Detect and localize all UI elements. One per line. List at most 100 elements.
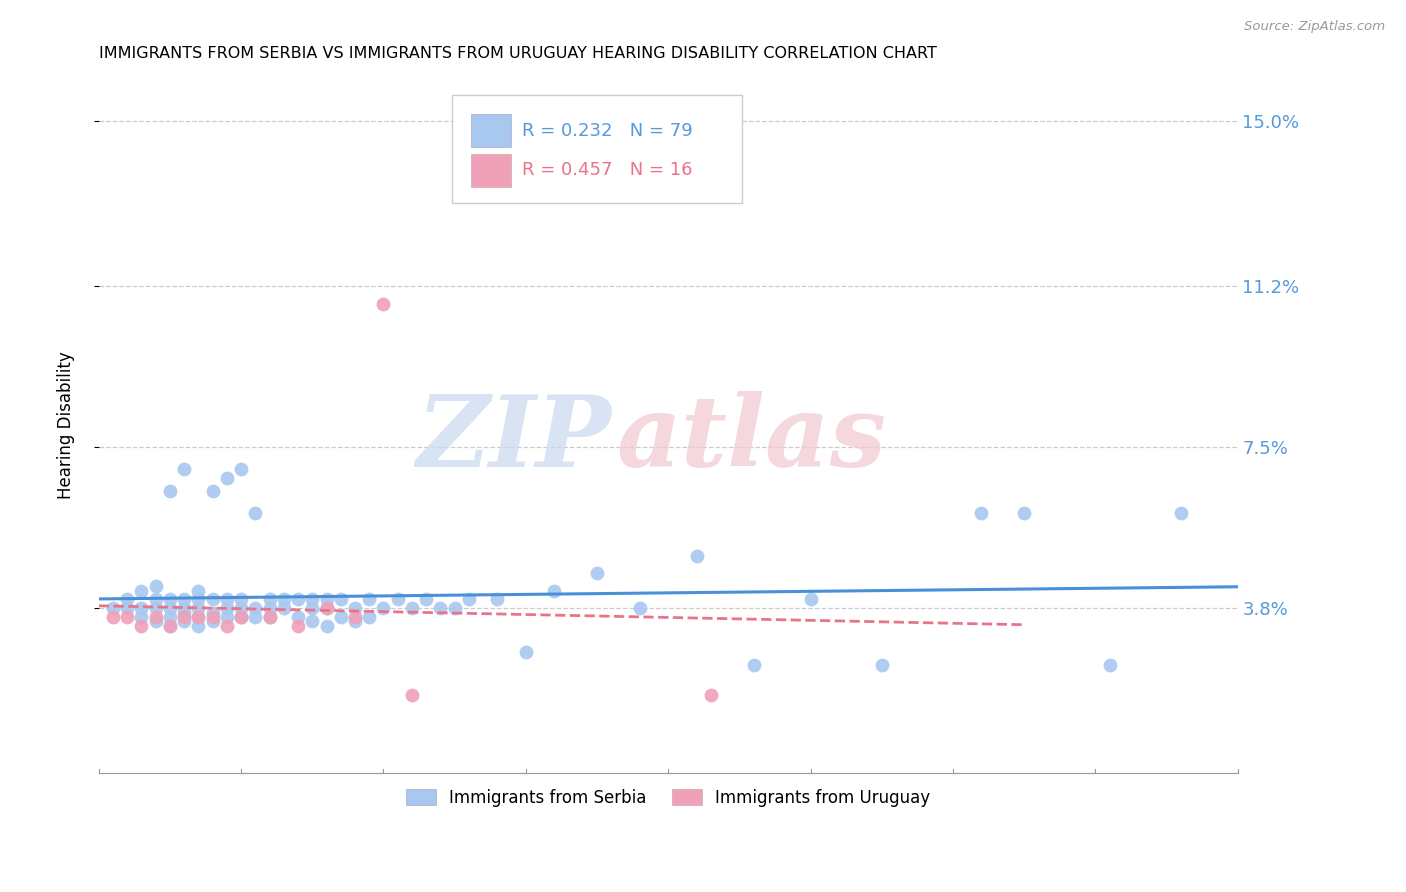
Point <box>301 614 323 628</box>
Point <box>159 610 181 624</box>
Point <box>145 592 167 607</box>
Point <box>359 592 381 607</box>
Point <box>315 618 337 632</box>
Bar <box>471 114 510 147</box>
Point <box>401 601 423 615</box>
Point <box>329 592 352 607</box>
Text: Source: ZipAtlas.com: Source: ZipAtlas.com <box>1244 20 1385 33</box>
Point <box>259 610 281 624</box>
Y-axis label: Hearing Disability: Hearing Disability <box>58 351 75 500</box>
Point <box>344 601 367 615</box>
Point <box>301 592 323 607</box>
Point <box>970 506 993 520</box>
Point <box>259 592 281 607</box>
Point <box>159 483 181 498</box>
Text: ZIP: ZIP <box>416 392 612 488</box>
Point <box>145 579 167 593</box>
Point <box>700 688 723 702</box>
Point <box>187 601 209 615</box>
Point <box>429 601 451 615</box>
Point <box>215 610 238 624</box>
Point <box>173 462 195 476</box>
Point <box>686 549 709 563</box>
Point <box>159 618 181 632</box>
Point <box>187 583 209 598</box>
Point <box>145 614 167 628</box>
Point <box>515 645 537 659</box>
Point <box>1098 657 1121 672</box>
Point <box>259 610 281 624</box>
Point <box>273 592 295 607</box>
Point <box>359 610 381 624</box>
Text: atlas: atlas <box>617 392 887 488</box>
Point <box>215 592 238 607</box>
Point <box>373 601 395 615</box>
Point <box>131 601 153 615</box>
Point <box>201 614 224 628</box>
Point <box>187 592 209 607</box>
Point <box>287 618 309 632</box>
Point <box>173 606 195 620</box>
Point <box>401 688 423 702</box>
Point <box>187 610 209 624</box>
Point <box>215 618 238 632</box>
Point <box>187 618 209 632</box>
Point <box>201 592 224 607</box>
Point <box>301 601 323 615</box>
Point <box>373 297 395 311</box>
Point <box>800 592 823 607</box>
Point <box>231 610 253 624</box>
Point <box>586 566 609 581</box>
Point <box>173 610 195 624</box>
Point <box>187 610 209 624</box>
Point <box>443 601 465 615</box>
Point <box>231 610 253 624</box>
Point <box>315 601 337 615</box>
Point <box>173 601 195 615</box>
Point <box>215 601 238 615</box>
Point <box>131 610 153 624</box>
Text: IMMIGRANTS FROM SERBIA VS IMMIGRANTS FROM URUGUAY HEARING DISABILITY CORRELATION: IMMIGRANTS FROM SERBIA VS IMMIGRANTS FRO… <box>98 46 936 62</box>
Point <box>201 610 224 624</box>
Point <box>101 601 124 615</box>
Point <box>287 592 309 607</box>
Point <box>486 592 509 607</box>
Point <box>315 592 337 607</box>
Point <box>215 471 238 485</box>
Point <box>201 606 224 620</box>
Point <box>344 614 367 628</box>
Bar <box>471 153 510 187</box>
Point <box>259 601 281 615</box>
Point <box>173 592 195 607</box>
Point <box>145 610 167 624</box>
Point <box>245 610 267 624</box>
Point <box>159 592 181 607</box>
Point <box>387 592 409 607</box>
Point <box>628 601 651 615</box>
Point <box>1012 506 1035 520</box>
Point <box>231 592 253 607</box>
Text: R = 0.232   N = 79: R = 0.232 N = 79 <box>523 121 693 139</box>
Point <box>415 592 437 607</box>
Point <box>159 618 181 632</box>
Point <box>231 601 253 615</box>
Point <box>145 601 167 615</box>
Point <box>159 601 181 615</box>
Point <box>287 610 309 624</box>
Point <box>231 462 253 476</box>
Point <box>245 601 267 615</box>
Point <box>543 583 565 598</box>
Point <box>131 583 153 598</box>
Point <box>245 506 267 520</box>
Point <box>742 657 765 672</box>
Legend: Immigrants from Serbia, Immigrants from Uruguay: Immigrants from Serbia, Immigrants from … <box>398 780 939 815</box>
FancyBboxPatch shape <box>451 95 742 202</box>
Point <box>131 618 153 632</box>
Point <box>329 610 352 624</box>
Point <box>117 601 139 615</box>
Point <box>315 601 337 615</box>
Point <box>870 657 893 672</box>
Point <box>273 601 295 615</box>
Point <box>344 610 367 624</box>
Text: R = 0.457   N = 16: R = 0.457 N = 16 <box>523 161 693 179</box>
